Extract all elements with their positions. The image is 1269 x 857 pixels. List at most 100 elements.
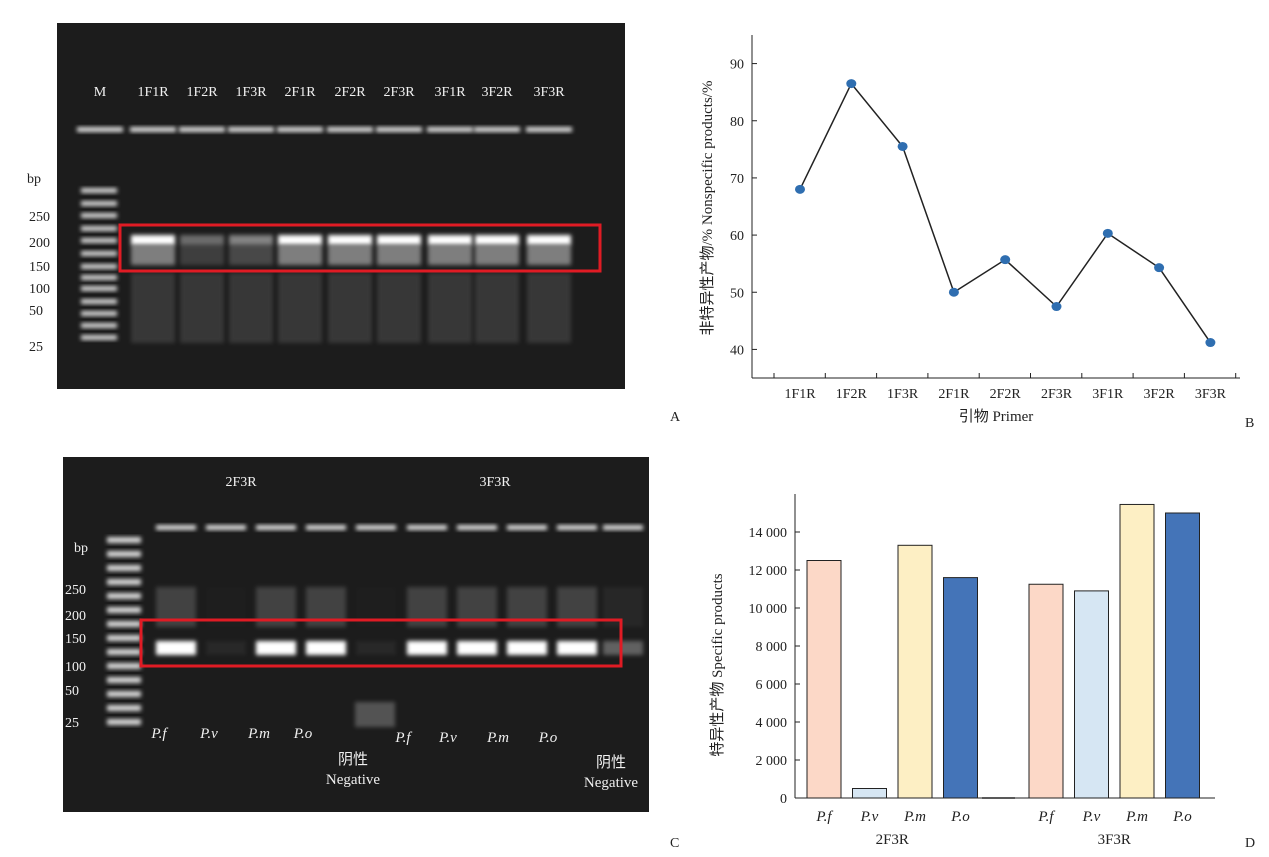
band-main xyxy=(475,235,519,245)
band-low xyxy=(180,273,224,343)
gel-bands-c xyxy=(107,525,643,727)
band-smear xyxy=(278,245,322,265)
band-main xyxy=(557,641,597,655)
x-tick-label-d: P.v xyxy=(860,809,879,825)
ladder-band xyxy=(107,691,141,697)
band-smear xyxy=(328,245,372,265)
well xyxy=(457,525,497,530)
ladder-band xyxy=(81,323,117,328)
ladder-band xyxy=(107,537,141,543)
ladder-band xyxy=(81,275,117,280)
data-point-b xyxy=(795,184,805,194)
sample-label-2f3r-3: P.o xyxy=(293,726,313,742)
y-tick-label-d: 6 000 xyxy=(756,678,788,693)
band-main xyxy=(377,235,421,245)
ladder-band xyxy=(107,705,141,711)
well xyxy=(256,525,296,530)
x-tick-label-d: P.f xyxy=(1037,809,1055,825)
band-smear xyxy=(180,245,224,265)
y-tick-label-d: 10 000 xyxy=(749,602,788,617)
ladder-band xyxy=(81,335,117,340)
sample-label-3f3r-1: P.v xyxy=(439,730,457,746)
bp-tick-c-150: 150 xyxy=(65,632,86,647)
well xyxy=(507,525,547,530)
band-main xyxy=(131,235,175,245)
well xyxy=(603,525,643,530)
ladder-band xyxy=(81,201,117,206)
band-main xyxy=(428,235,472,245)
lane-label-1f2r: 1F2R xyxy=(186,85,218,100)
band-smear xyxy=(475,245,519,265)
band-main xyxy=(603,641,643,655)
sample-label-3f3r-0: P.f xyxy=(395,730,411,746)
y-tick-label-b: 50 xyxy=(730,286,744,301)
well xyxy=(376,127,422,132)
ladder-band xyxy=(107,607,141,613)
bp-tick-a-25: 25 xyxy=(29,340,43,355)
x-tick-label-b: 3F3R xyxy=(1195,387,1227,402)
bp-tick-a-200: 200 xyxy=(29,236,50,251)
x-tick-label-d: P.f xyxy=(815,809,833,825)
lane-label-2f2r: 2F2R xyxy=(334,85,366,100)
bp-tick-a-250: 250 xyxy=(29,210,50,225)
data-point-b xyxy=(846,79,857,89)
well xyxy=(474,127,520,132)
bp-title-a-outer: bp xyxy=(27,172,41,187)
band-smear xyxy=(428,245,472,265)
band-main xyxy=(527,235,571,245)
band-smear xyxy=(131,245,175,265)
sample-label-3f3r-2: P.m xyxy=(487,730,509,746)
x-tick-label-b: 2F2R xyxy=(990,387,1022,402)
sample-label-3f3r-3: P.o xyxy=(538,730,558,746)
band-low xyxy=(229,273,273,343)
x-tick-label-d: P.m xyxy=(1125,809,1148,825)
y-tick-label-d: 14 000 xyxy=(749,526,788,541)
group-label-3f3r: 3F3R xyxy=(479,475,511,490)
ladder-band xyxy=(107,565,141,571)
lane-label-2f1r: 2F1R xyxy=(284,85,316,100)
well xyxy=(130,127,176,132)
lane-label-1f1r: 1F1R xyxy=(137,85,169,100)
band-main xyxy=(206,641,246,655)
data-point-b xyxy=(1205,338,1216,348)
band-main xyxy=(278,235,322,245)
x-tick-label-b: 2F3R xyxy=(1041,387,1073,402)
well xyxy=(277,127,323,132)
sample-label-2f3r-2: P.m xyxy=(248,726,270,742)
band-smear xyxy=(527,245,571,265)
well xyxy=(156,525,196,530)
well xyxy=(206,525,246,530)
y-tick-label-d: 0 xyxy=(780,792,787,807)
band-main xyxy=(407,641,447,655)
lane-label-2f3r: 2F3R xyxy=(383,85,415,100)
bar-2f3r-3 xyxy=(943,577,978,799)
band-low xyxy=(527,273,571,343)
y-tick-label-b: 60 xyxy=(730,229,744,244)
ladder-band xyxy=(81,238,117,243)
bp-tick-a-100: 100 xyxy=(29,282,50,297)
band-low xyxy=(328,273,372,343)
lane-label-3f3r: 3F3R xyxy=(533,85,565,100)
negative-label-2: 阴性 Negative xyxy=(583,755,639,791)
data-point-b xyxy=(948,287,959,297)
band-main xyxy=(306,641,346,655)
y-tick-label-b: 40 xyxy=(730,343,744,358)
y-tick-label-d: 4 000 xyxy=(756,716,788,731)
primer-dimer xyxy=(355,702,395,727)
band-main xyxy=(507,641,547,655)
bp-tick-a-50: 50 xyxy=(29,304,43,319)
ladder-band xyxy=(81,311,117,316)
band-low xyxy=(131,273,175,343)
ladder-band xyxy=(81,213,117,218)
y-axis-title-d: 特异性产物 Specific products xyxy=(709,573,726,756)
sample-label-2f3r-0: P.f xyxy=(151,726,167,742)
ladder-band xyxy=(107,719,141,725)
y-tick-label-b: 90 xyxy=(730,58,744,73)
well xyxy=(356,525,396,530)
well xyxy=(327,127,373,132)
x-tick-label-d: P.o xyxy=(950,809,970,825)
data-point-b xyxy=(1154,263,1165,273)
ladder-band xyxy=(107,593,141,599)
data-point-b xyxy=(1000,255,1011,265)
